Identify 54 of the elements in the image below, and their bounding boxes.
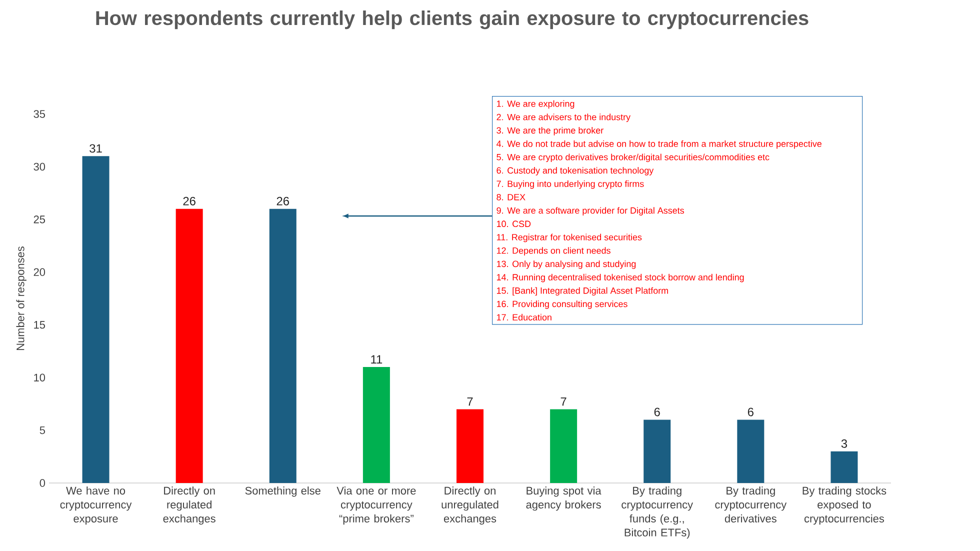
x-tick-label: Directly on unregulated exchanges [442, 486, 498, 525]
annotation: 3. We are the prime broker [496, 126, 604, 136]
bar [82, 156, 110, 483]
bar [550, 409, 578, 483]
data-label: 11 [371, 355, 382, 364]
annotation: 7. Buying into underlying crypto firms [496, 180, 644, 189]
bar [176, 208, 203, 483]
data-label: 6 [654, 408, 660, 416]
data-label: 7 [467, 397, 473, 406]
x-tick-label: Directly on regulated exchanges [163, 486, 216, 525]
y-tick-label: 10 [34, 374, 46, 382]
annotation: 13. Only by analysing and studying [496, 260, 636, 269]
annotation: 8. DEX [496, 194, 526, 200]
annotation: 15. [Bank] Integrated Digital Asset Platform [496, 287, 668, 296]
data-label: 7 [560, 397, 566, 406]
chart-title: How respondents currently help clients gain exposure to cryptocurrencies [96, 10, 808, 30]
y-tick-label: 0 [40, 479, 46, 487]
y-axis-title: Number of responses [16, 246, 26, 350]
annotation: 17. Education [496, 314, 552, 320]
x-tick-label: Something else [245, 486, 320, 497]
y-tick-label: 35 [34, 110, 46, 118]
x-tick-label: By trading cryptocurrency funds (e.g., Bitcoin ETFs) [622, 486, 694, 539]
data-label: 26 [183, 196, 196, 206]
bar [737, 420, 764, 483]
bar [830, 451, 858, 483]
annotation: 14. Running decentralised tokenised stock borrow and lending [496, 274, 744, 282]
data-label: 6 [748, 408, 754, 416]
annotation: 4. We do not trade but advise on how to trade from a market structure perspective [496, 140, 822, 149]
data-label: 3 [841, 439, 848, 448]
x-tick-label: Via one or more cryptocurrency “prime brokers” [336, 486, 416, 525]
bar [362, 367, 390, 483]
x-tick-label: By trading cryptocurrency derivatives [715, 486, 787, 522]
data-label: 26 [276, 196, 290, 206]
annotation: 5. We are crypto derivatives broker/digital securities/commodities etc [496, 154, 770, 162]
y-tick-label: 30 [34, 162, 46, 171]
text: 1. We are exploring [496, 100, 574, 109]
y-tick-label: 5 [40, 426, 46, 434]
bar [269, 208, 296, 483]
annotation: 6. Custody and tokenisation technology [496, 167, 654, 176]
y-tick-label: 15 [34, 321, 46, 329]
x-tick-label: By trading stocks exposed to cryptocurrencies [802, 486, 886, 525]
annotation: 16. Providing consulting services [496, 300, 628, 309]
y-tick-label: 20 [34, 268, 46, 276]
annotation: 10. CSD [496, 220, 531, 228]
annotation: 11. Registrar for tokenised securities [496, 234, 642, 242]
data-label: 31 [90, 144, 102, 153]
annotation: 9. We are a software provider for Digital Assets [496, 207, 684, 216]
bar [456, 409, 484, 483]
annotation: 12. Depends on client needs [496, 247, 610, 256]
x-tick-label: Buying spot via agency brokers [526, 486, 602, 511]
y-tick-label: 25 [34, 216, 46, 224]
bar [644, 420, 671, 483]
annotation: 2. We are advisers to the industry [496, 114, 630, 122]
x-tick-label: We have no cryptocurrency exposure [60, 486, 132, 525]
